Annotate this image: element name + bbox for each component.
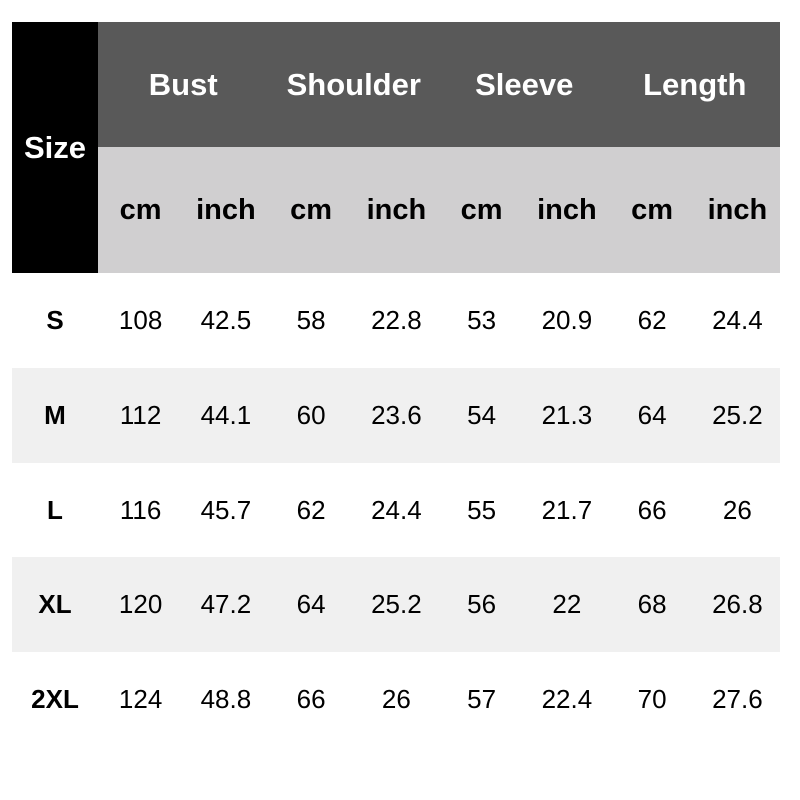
measurement-cell: 112 xyxy=(119,399,162,430)
measurement-cell: 64 xyxy=(637,399,667,430)
measurement-cell: 25.2 xyxy=(712,399,763,430)
measurement-cell: 22.4 xyxy=(541,684,593,715)
size-cell: M xyxy=(44,399,66,430)
table-row: M 112 44.1 60 23.6 54 21.3 64 25.2 xyxy=(12,367,780,463)
group-shoulder: Shoulder xyxy=(286,66,421,102)
measurement-cell: 53 xyxy=(467,305,497,335)
unit-header: cm inch cm inch cm inch cm inch xyxy=(98,147,780,273)
table-row: S 108 42.5 58 22.8 53 20.9 62 24.4 xyxy=(12,273,780,368)
measurement-cell: 58 xyxy=(296,305,326,335)
unit-label: cm xyxy=(119,193,162,226)
measurement-cell: 42.5 xyxy=(200,305,252,335)
measurement-cell: 62 xyxy=(296,494,326,525)
table-row: L 116 45.7 62 24.4 55 21.7 66 26 xyxy=(12,463,780,558)
measurement-cell: 57 xyxy=(467,684,497,715)
measurement-cell: 24.4 xyxy=(712,305,763,335)
measurement-cell: 47.2 xyxy=(200,589,252,620)
measurement-cell: 60 xyxy=(296,399,326,430)
size-cell: 2XL xyxy=(31,684,79,715)
group-length: Length xyxy=(643,66,747,102)
measurement-cell: 22 xyxy=(552,589,582,620)
unit-label: cm xyxy=(290,193,333,226)
size-cell: L xyxy=(47,494,63,525)
unit-label: inch xyxy=(537,193,597,226)
measurement-cell: 25.2 xyxy=(371,589,422,620)
unit-label: inch xyxy=(366,193,427,226)
measurement-cell: 21.3 xyxy=(541,399,593,430)
measurement-cell: 26 xyxy=(381,684,411,715)
measurement-cell: 26.8 xyxy=(712,589,763,620)
measurement-cell: 56 xyxy=(467,589,497,620)
measurement-cell: 64 xyxy=(296,589,326,620)
measurement-cell: 22.8 xyxy=(371,305,422,335)
unit-label: cm xyxy=(460,193,503,226)
measurement-cell: 44.1 xyxy=(200,399,252,430)
table-row: XL 120 47.2 64 25.2 56 22 68 26.8 xyxy=(12,557,780,653)
measurement-cell: 68 xyxy=(637,589,667,620)
measurement-cell: 26 xyxy=(722,494,752,525)
measurement-cell: 124 xyxy=(118,684,163,715)
measurement-cell: 55 xyxy=(467,494,497,525)
measurement-cell: 48.8 xyxy=(200,684,252,715)
measurement-cell: 66 xyxy=(296,684,326,715)
measurement-cell: 23.6 xyxy=(371,399,422,430)
measurement-cell: 120 xyxy=(118,589,163,620)
unit-label: inch xyxy=(707,193,768,226)
measurement-group-header: Bust Shoulder Sleeve Length xyxy=(98,22,780,147)
size-cell: XL xyxy=(38,589,72,620)
measurement-cell: 70 xyxy=(637,684,667,715)
measurement-cell: 62 xyxy=(637,305,667,335)
measurement-cell: 24.4 xyxy=(371,494,422,525)
measurement-cell: 20.9 xyxy=(541,305,593,335)
unit-label: inch xyxy=(196,193,256,226)
table-row: 2XL 124 48.8 66 26 57 22.4 70 27.6 xyxy=(12,652,780,747)
measurement-cell: 116 xyxy=(119,494,162,525)
group-sleeve: Sleeve xyxy=(475,66,574,102)
measurement-cell: 54 xyxy=(467,399,497,430)
unit-label: cm xyxy=(631,193,674,226)
measurement-cell: 21.7 xyxy=(541,494,593,525)
measurement-cell: 108 xyxy=(118,305,163,335)
group-bust: Bust xyxy=(148,66,218,102)
size-column-header: Size xyxy=(12,22,98,273)
size-cell: S xyxy=(46,305,64,335)
measurement-cell: 45.7 xyxy=(200,494,252,525)
measurement-cell: 27.6 xyxy=(712,684,763,715)
measurement-cell: 66 xyxy=(637,494,667,525)
